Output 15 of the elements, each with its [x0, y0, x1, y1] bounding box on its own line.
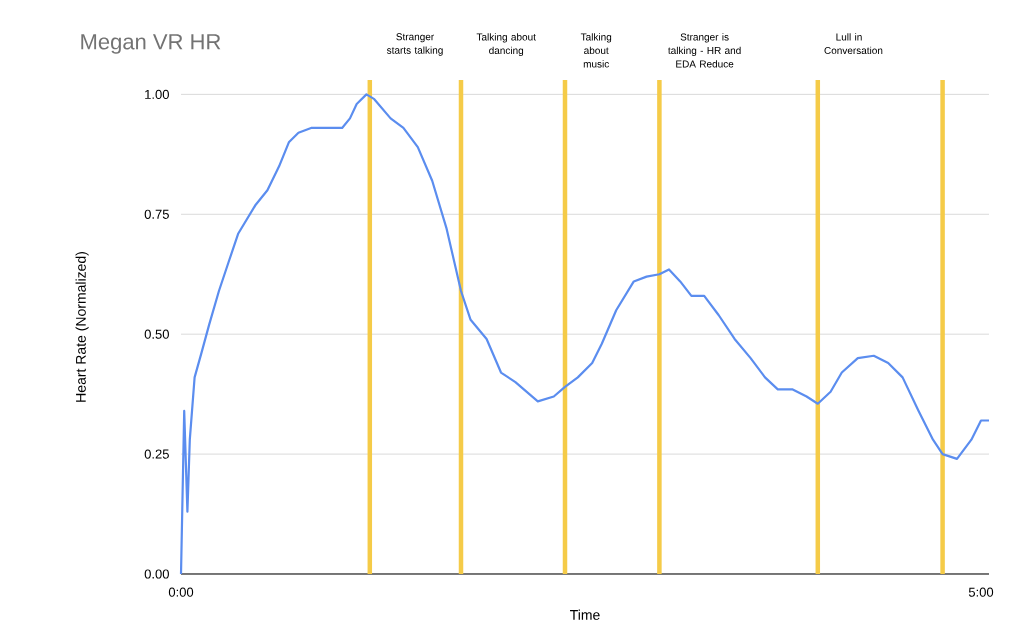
y-tick-label: 0.50 [144, 329, 169, 339]
ref-line-label: Lull in Conversation [824, 33, 883, 55]
y-tick-label: 1.00 [145, 89, 169, 99]
y-axis-title: Heart Rate (Normalized) [75, 252, 89, 402]
ref-line-label: Stranger starts talking [386, 33, 443, 56]
y-tick-label: 0.25 [144, 449, 169, 459]
y-tick-label: 0.75 [144, 209, 169, 219]
chart-title: Megan VR HR [81, 34, 221, 54]
x-axis-title: Time [570, 609, 600, 620]
ref-line-label: Stranger is talking - HR and EDA Reduce [668, 33, 741, 68]
y-tick-label: 0.00 [144, 569, 169, 579]
x-tick-label: 5:00 [968, 587, 994, 597]
x-tick-label: 0:00 [168, 587, 194, 597]
ref-line-label: Talking about music [580, 33, 612, 68]
ref-line-label: Talking about dancing [476, 33, 536, 57]
